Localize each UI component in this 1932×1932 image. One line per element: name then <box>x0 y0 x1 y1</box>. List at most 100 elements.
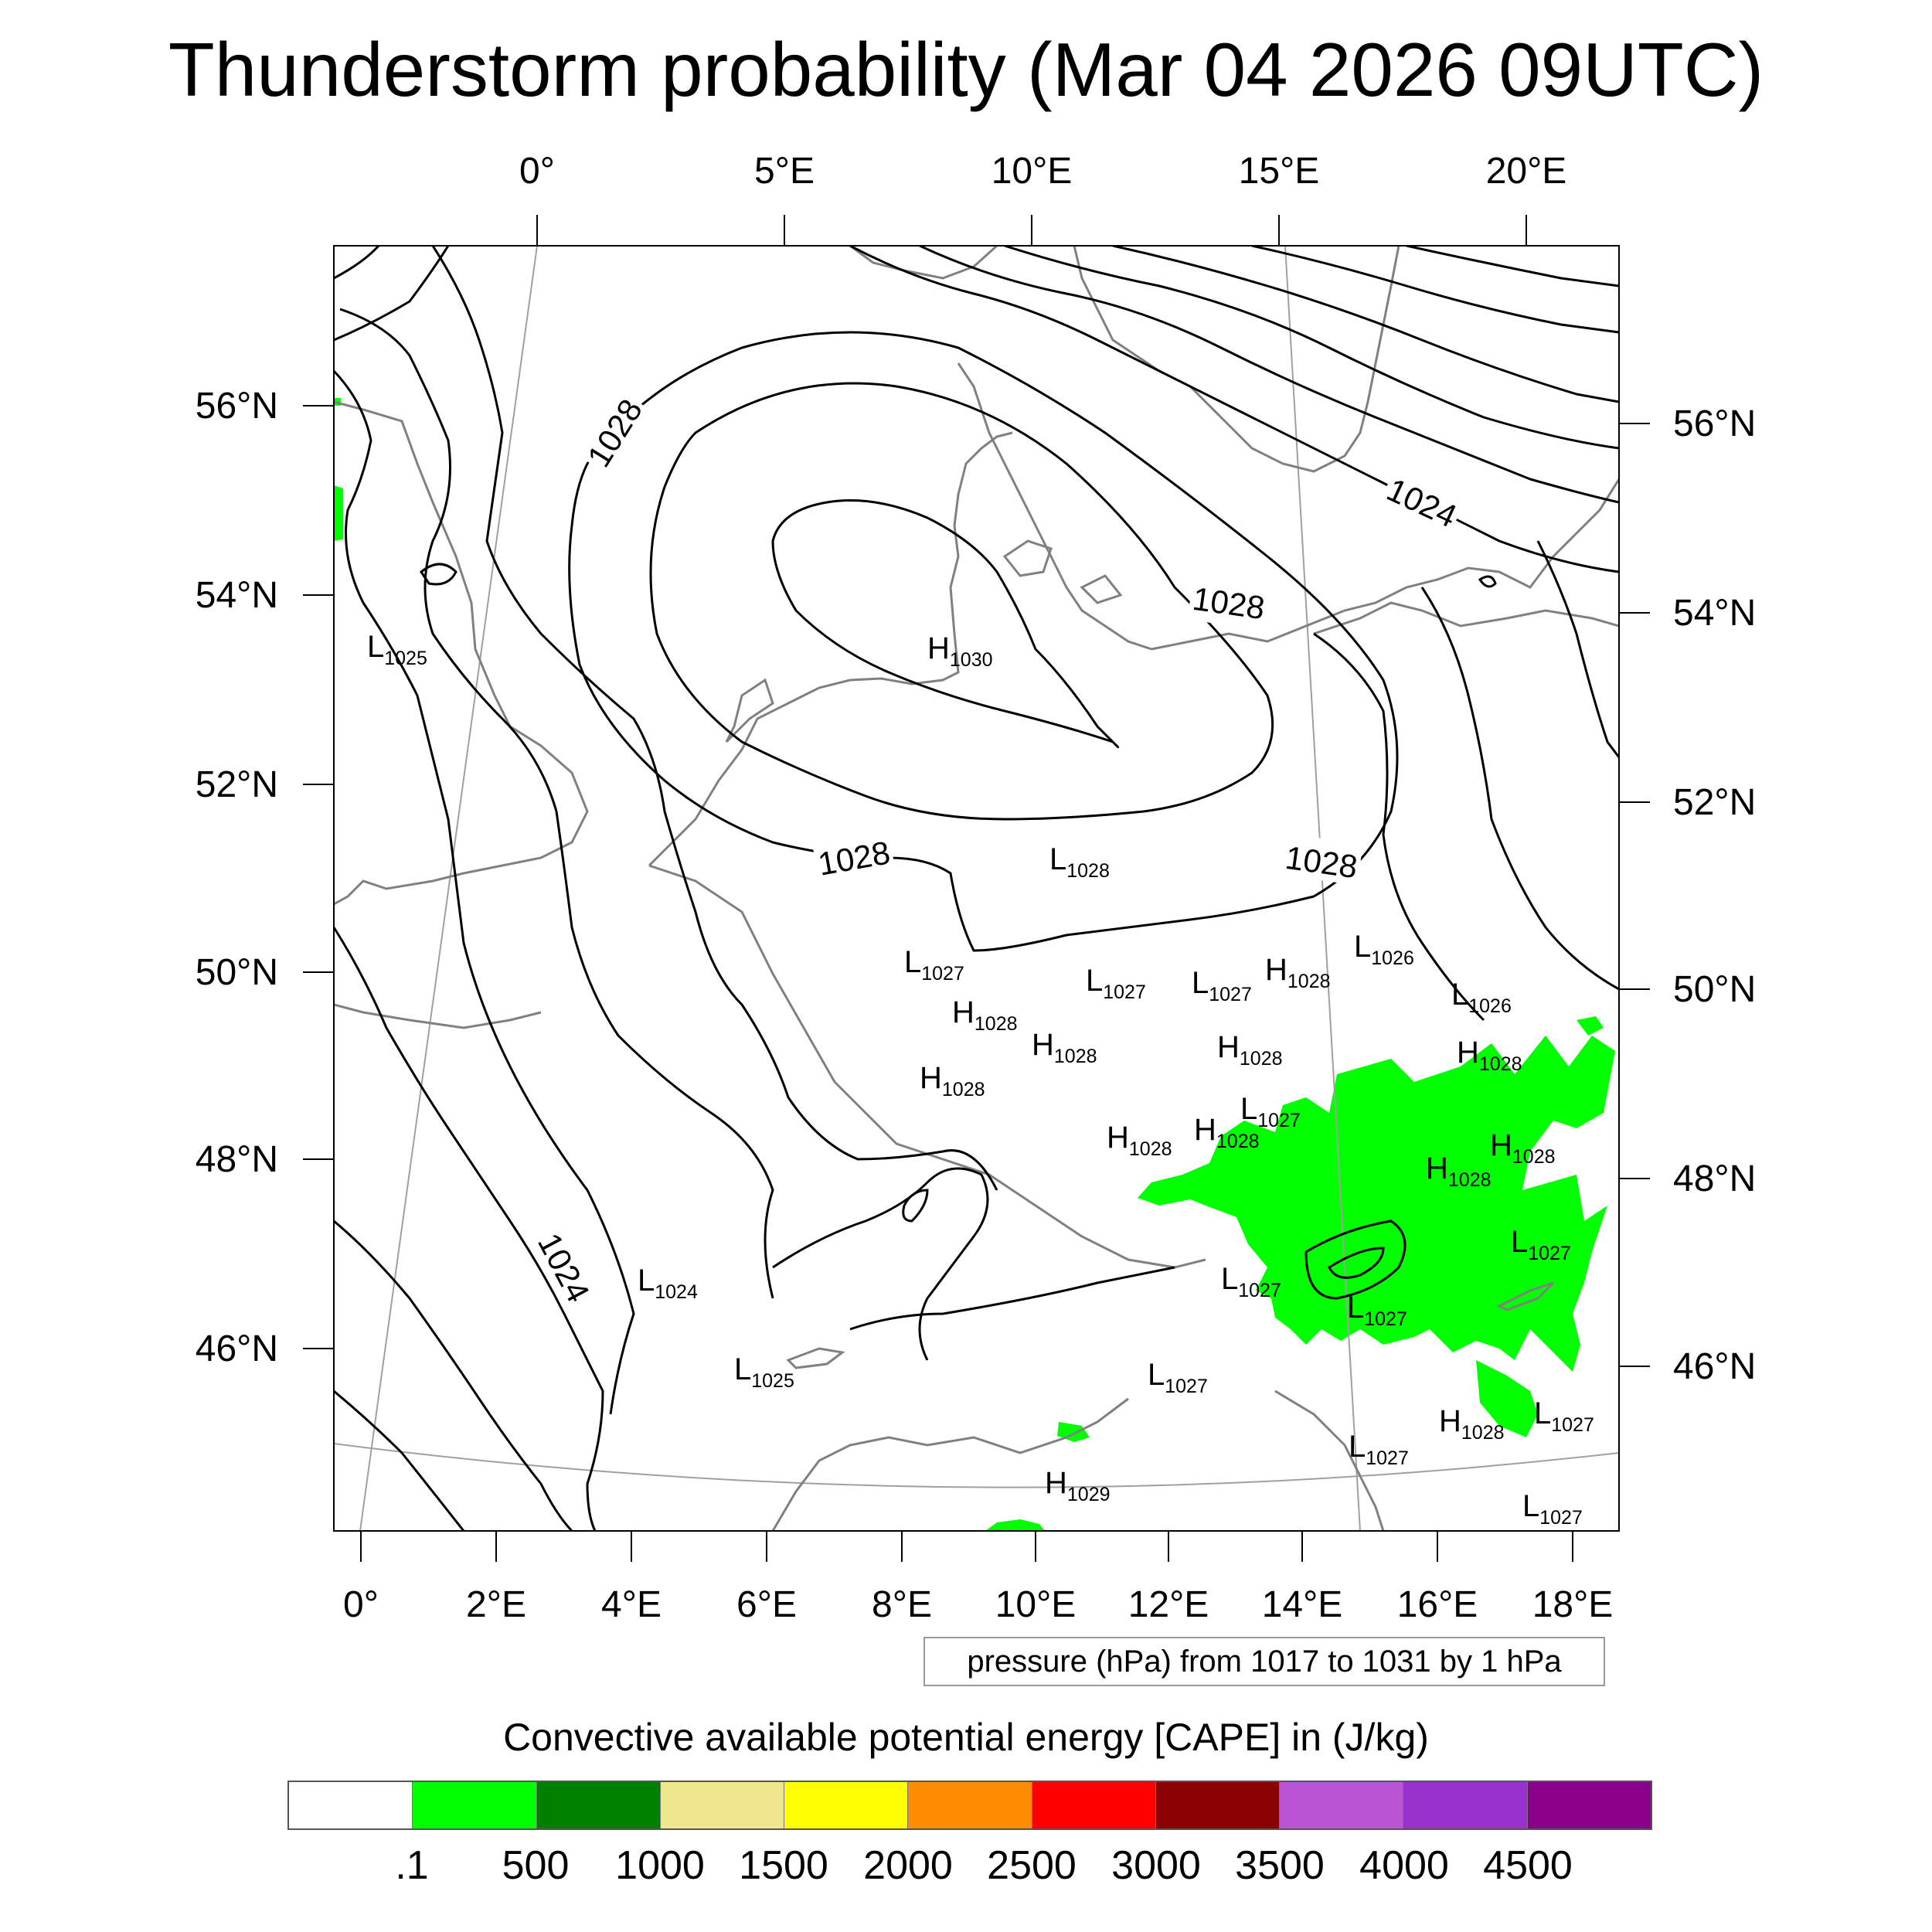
coast-uk-east <box>334 400 589 906</box>
isobar-northwest-2 <box>334 246 380 280</box>
contour-label-bg <box>1379 464 1467 536</box>
pressure-center-marker: H1028 <box>1265 953 1331 992</box>
isobar-1024 <box>334 927 604 1531</box>
pressure-center-marker: H1028 <box>1457 1036 1522 1075</box>
pressure-center-marker: L1027 <box>904 945 964 985</box>
isobar-1025 <box>334 369 635 1415</box>
pressure-center-marker: L1027 <box>1240 1092 1301 1131</box>
pressure-center-marker: L1027 <box>1086 964 1146 1003</box>
isobar-alps <box>772 1167 989 1361</box>
right-lat-label: 54°N <box>1673 593 1756 634</box>
colorbar-label: 3500 <box>1235 1843 1325 1888</box>
coast-norway-south <box>849 246 998 280</box>
isobar-north-5 <box>1251 246 1619 334</box>
colorbar-swatch <box>289 1782 413 1828</box>
top-lon-label: 10°E <box>992 151 1073 192</box>
pressure-center-marker: H1029 <box>1045 1466 1111 1505</box>
pressure-center-marker: L1027 <box>1148 1358 1208 1397</box>
colorbar-label: .1 <box>395 1843 429 1888</box>
pressure-center-marker: L1025 <box>734 1352 794 1392</box>
isobar-small-ne <box>1478 575 1497 588</box>
isobar-1023 <box>334 1219 573 1531</box>
left-lat-label: 54°N <box>196 575 278 616</box>
contour-label-bg <box>1187 578 1270 631</box>
colorbar-label: 4500 <box>1483 1843 1573 1888</box>
graticule-meridian-0 <box>359 246 538 1531</box>
contour-label-bg <box>812 832 896 887</box>
border-east <box>1313 601 1619 635</box>
pressure-center-marker: H1028 <box>1490 1128 1556 1168</box>
isobar-alps-2 <box>849 1266 1175 1331</box>
colorbar-label: 4000 <box>1359 1843 1449 1888</box>
cape-area-bottom <box>985 1519 1045 1531</box>
left-lat-label: 52°N <box>196 764 278 805</box>
pressure-centers: L1025 H1030 L1028 L1026 L1027 L1027 L102… <box>367 630 1594 1529</box>
cape-area-main <box>1138 1036 1615 1372</box>
bottom-lon-label: 18°E <box>1532 1584 1614 1625</box>
coast-uk-south <box>334 1003 542 1029</box>
isobar-small-nw <box>419 563 457 586</box>
colorbar-swatch <box>660 1782 785 1828</box>
bottom-lon-label: 8°E <box>872 1584 932 1625</box>
pressure-center-marker: L1027 <box>1534 1396 1594 1436</box>
isobar-1028-main <box>568 331 1399 952</box>
bottom-lon-label: 2°E <box>466 1584 526 1625</box>
colorbar-swatch <box>536 1782 661 1828</box>
pressure-center-marker: L1027 <box>1192 966 1252 1005</box>
isobar-north-4 <box>1112 246 1619 403</box>
colorbar-label: 1000 <box>615 1843 705 1888</box>
pressure-center-marker: H1028 <box>920 1061 985 1100</box>
top-lon-label: 20°E <box>1486 151 1567 192</box>
isobar-east-3 <box>1536 540 1619 758</box>
coast-baltic-south <box>1151 478 1619 651</box>
pressure-center-marker: L1027 <box>1221 1262 1281 1301</box>
colorbar-label: 500 <box>502 1843 570 1888</box>
top-lon-labels: 0° 5°E 10°E 15°E 20°E <box>519 151 1566 192</box>
isobar-1029 <box>649 382 1274 821</box>
colorbar-swatch <box>413 1782 537 1828</box>
pressure-center-marker: L1026 <box>1354 930 1414 969</box>
coast-italy-north <box>771 1397 1129 1531</box>
isobar-alps-small <box>902 1189 929 1223</box>
pressure-center-marker: H1028 <box>952 995 1018 1035</box>
cape-fill-layer <box>334 398 1615 1531</box>
isobar-cape-contour <box>1304 1219 1406 1300</box>
right-lat-label: 48°N <box>1673 1158 1756 1199</box>
border-central-europe <box>648 864 1206 1269</box>
colorbar-swatch <box>908 1782 1032 1828</box>
contour-label-bg <box>567 383 645 471</box>
colorbar-swatch <box>784 1782 909 1828</box>
coast-adriatic <box>1274 1389 1385 1531</box>
pressure-center-marker: H1028 <box>1107 1121 1172 1160</box>
colorbar-swatch <box>1032 1782 1156 1828</box>
coast-denmark <box>957 362 1152 651</box>
coastlines <box>334 246 1619 1531</box>
right-lat-label: 56°N <box>1673 403 1756 444</box>
pressure-center-marker: H1028 <box>1217 1030 1283 1070</box>
pressure-center-marker: L1027 <box>1347 1291 1407 1330</box>
coast-continent <box>648 431 1013 867</box>
left-lat-label: 48°N <box>196 1139 278 1180</box>
isobar-north-6 <box>1406 246 1619 287</box>
graticule-meridian-15e <box>1284 246 1361 1531</box>
isobar-east-1 <box>1313 632 1485 1022</box>
colorbar-label: 1500 <box>739 1843 828 1888</box>
pressure-center-marker: H1028 <box>1194 1113 1260 1152</box>
pressure-center-marker: L1027 <box>1511 1225 1571 1264</box>
cape-area-south <box>1476 1360 1538 1437</box>
pressure-center-marker: H1028 <box>1032 1028 1097 1067</box>
isobars <box>334 246 1619 1531</box>
plot-frame <box>333 245 1620 1532</box>
left-lat-label: 50°N <box>196 952 278 993</box>
bottom-lon-label: 4°E <box>601 1584 662 1625</box>
lake-balaton <box>1496 1281 1555 1311</box>
left-lat-label: 56°N <box>196 386 278 427</box>
pressure-center-marker: H1028 <box>1439 1404 1505 1444</box>
coast-baltic-islands <box>1002 539 1123 604</box>
colorbar <box>287 1781 1652 1830</box>
isobar-north-1 <box>849 246 1619 573</box>
colorbar-label: 2000 <box>863 1843 953 1888</box>
bottom-lon-label: 16°E <box>1397 1584 1478 1625</box>
pressure-center-marker: L1026 <box>1451 978 1512 1017</box>
